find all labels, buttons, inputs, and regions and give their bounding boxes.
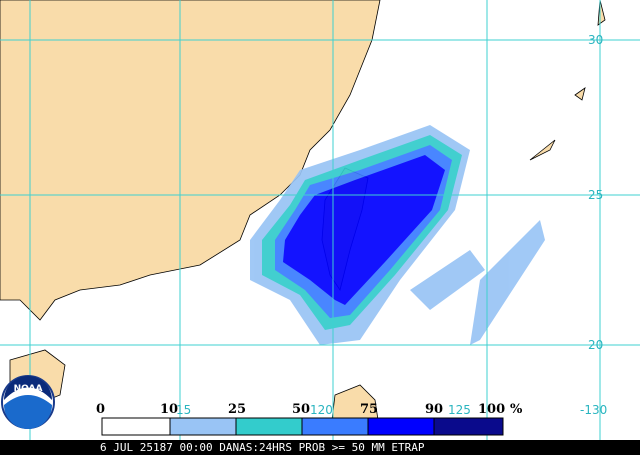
logo-text: NOAA xyxy=(14,384,43,394)
legend-label: 90 xyxy=(425,402,443,417)
legend: 0 10 25 50 75 90 100 % xyxy=(96,402,523,436)
probability-field xyxy=(250,125,545,345)
legend-swatch xyxy=(101,417,171,436)
legend-swatch xyxy=(433,417,504,436)
lon-label: -130 xyxy=(580,403,607,417)
lat-label: 30 xyxy=(588,33,603,47)
footer-bar xyxy=(0,440,640,455)
lon-label: 125 xyxy=(448,403,471,417)
legend-label: 50 xyxy=(292,402,310,417)
islands xyxy=(529,0,606,161)
legend-swatch xyxy=(235,417,303,436)
legend-unit: % xyxy=(510,402,523,417)
legend-swatch xyxy=(301,417,369,436)
legend-label: 100 xyxy=(478,402,505,417)
footer-text: 6 JUL 25187 00:00 DANAS:24HRS PROB >= 50… xyxy=(100,441,425,454)
legend-swatch xyxy=(367,417,435,436)
lat-label: 20 xyxy=(588,338,603,352)
graticule xyxy=(0,0,640,440)
legend-label: 10 xyxy=(160,402,178,417)
legend-swatch xyxy=(169,417,237,436)
legend-label: 0 xyxy=(96,402,105,417)
noaa-logo: NOAA xyxy=(1,375,55,429)
legend-label: 25 xyxy=(228,402,246,417)
mainland xyxy=(0,0,381,321)
legend-label: 75 xyxy=(360,402,378,417)
lon-label: 15 xyxy=(176,403,191,417)
lat-label: 25 xyxy=(588,188,603,202)
lon-label: 120 xyxy=(310,403,333,417)
